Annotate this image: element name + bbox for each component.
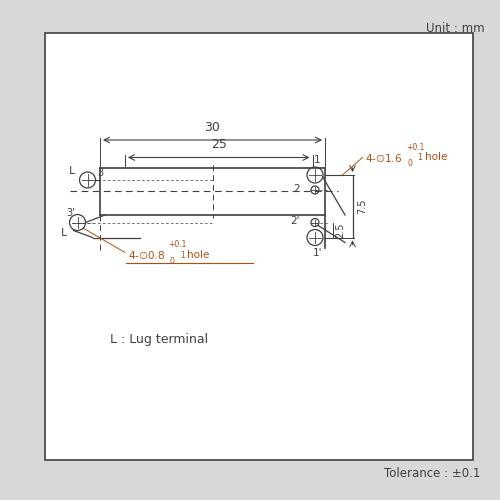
Text: +0.1: +0.1 bbox=[406, 142, 424, 152]
Text: hole: hole bbox=[425, 152, 448, 162]
Text: Unit : mm: Unit : mm bbox=[426, 22, 485, 36]
Text: 2: 2 bbox=[294, 184, 300, 194]
Text: 2': 2' bbox=[290, 216, 300, 226]
Text: 4-$\varnothing$1.6: 4-$\varnothing$1.6 bbox=[365, 152, 403, 164]
Text: 7.5: 7.5 bbox=[358, 198, 368, 214]
Text: 1: 1 bbox=[418, 153, 422, 162]
Text: 1: 1 bbox=[180, 250, 185, 260]
Text: 1: 1 bbox=[314, 155, 321, 165]
Text: +0.1: +0.1 bbox=[168, 240, 187, 249]
Text: 2.5: 2.5 bbox=[335, 222, 345, 238]
Text: 4-$\varnothing$0.8: 4-$\varnothing$0.8 bbox=[128, 249, 164, 261]
Text: 1': 1' bbox=[313, 248, 322, 258]
Text: hole: hole bbox=[188, 250, 210, 260]
Text: 25: 25 bbox=[211, 138, 226, 151]
Text: 0: 0 bbox=[408, 158, 412, 168]
Text: Tolerance : ±0.1: Tolerance : ±0.1 bbox=[384, 467, 480, 480]
Text: 3': 3' bbox=[66, 208, 75, 218]
Text: L: L bbox=[69, 166, 75, 176]
Text: L: L bbox=[62, 228, 68, 237]
Text: L : Lug terminal: L : Lug terminal bbox=[110, 334, 208, 346]
Text: 3: 3 bbox=[97, 168, 103, 177]
Text: 30: 30 bbox=[204, 121, 220, 134]
Text: 0: 0 bbox=[170, 258, 175, 266]
